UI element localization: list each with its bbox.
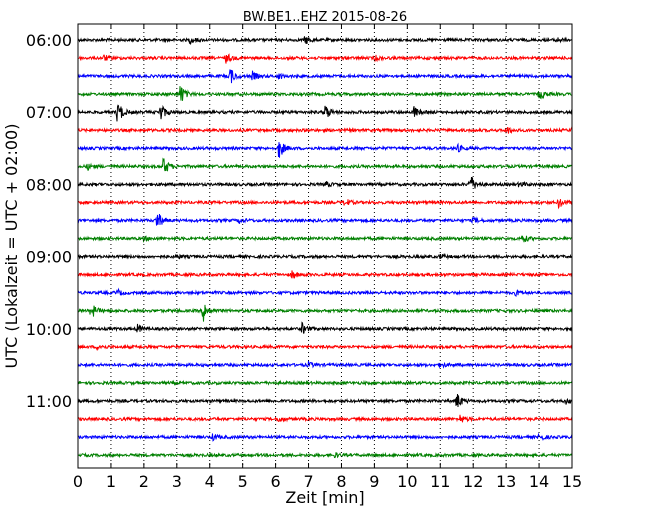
trace-1030 [78, 360, 572, 369]
trace-0745 [78, 157, 572, 172]
chart-title: BW.BE1..EHZ 2015-08-26 [243, 10, 407, 25]
y-tick-label-10:00: 10:00 [26, 320, 72, 339]
trace-0930 [78, 287, 572, 298]
y-tick-label-08:00: 08:00 [26, 175, 72, 194]
plot-frame [77, 23, 573, 469]
x-tick-label-10: 10 [397, 472, 417, 491]
trace-0615 [78, 53, 572, 64]
trace-1045 [78, 379, 572, 387]
trace-0800 [78, 176, 572, 189]
trace-0915 [78, 270, 572, 279]
trace-0600 [78, 36, 572, 45]
x-tick-label-3: 3 [172, 472, 182, 491]
x-tick-label-2: 2 [139, 472, 149, 491]
trace-0700 [78, 104, 572, 122]
y-tick-label-06:00: 06:00 [26, 31, 72, 50]
trace-0630 [78, 69, 572, 84]
x-tick-label-0: 0 [73, 472, 83, 491]
y-axis-label: UTC (Lokalzeit = UTC + 02:00) [2, 124, 21, 369]
trace-0900 [78, 252, 572, 261]
trace-0645 [78, 86, 572, 101]
trace-0715 [78, 126, 572, 135]
trace-0845 [78, 235, 572, 243]
trace-1130 [78, 432, 572, 442]
x-tick-label-7: 7 [303, 472, 313, 491]
trace-0815 [78, 198, 572, 210]
trace-1000 [78, 321, 572, 334]
trace-1100 [78, 394, 572, 407]
trace-0945 [78, 304, 572, 322]
x-tick-label-14: 14 [529, 472, 549, 491]
x-tick-label-11: 11 [430, 472, 450, 491]
x-tick-label-4: 4 [205, 472, 215, 491]
x-tick-label-1: 1 [106, 472, 116, 491]
x-tick-label-15: 15 [562, 472, 582, 491]
trace-1015 [78, 343, 572, 352]
y-tick-label-09:00: 09:00 [26, 248, 72, 267]
trace-0830 [78, 214, 572, 226]
trace-1145 [78, 451, 572, 459]
trace-group [78, 36, 572, 459]
x-tick-label-9: 9 [369, 472, 379, 491]
x-tick-label-6: 6 [271, 472, 281, 491]
x-tick-label-12: 12 [463, 472, 483, 491]
y-tick-label-07:00: 07:00 [26, 103, 72, 122]
y-tick-label-11:00: 11:00 [26, 392, 72, 411]
x-tick-label-5: 5 [238, 472, 248, 491]
trace-1115 [78, 414, 572, 423]
trace-0730 [78, 142, 572, 158]
x-tick-label-13: 13 [496, 472, 516, 491]
x-tick-label-8: 8 [336, 472, 346, 491]
axes-group: 0 1 2 3 4 5 6 7 8 9 10 11 12 13 14 1506:0007:0008:0009:… [26, 24, 582, 491]
x-axis-label: Zeit [min] [285, 488, 364, 507]
